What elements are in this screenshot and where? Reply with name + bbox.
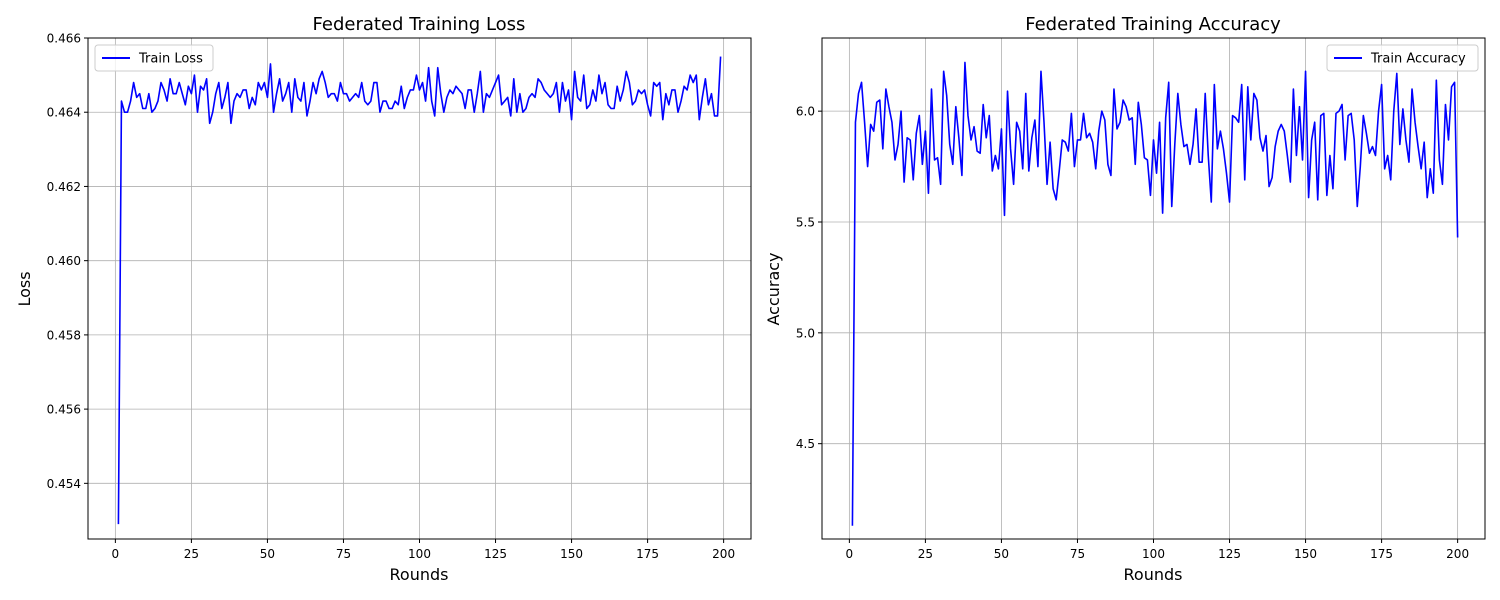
- accuracy-y-tick-label: 4.5: [796, 437, 815, 451]
- loss-x-ticks: 0 25 50 75 100 125 150 175 200: [112, 539, 735, 561]
- loss-series: [117, 56, 722, 525]
- loss-legend: Train Loss: [94, 44, 214, 72]
- loss-x-tick-label: 25: [184, 547, 199, 561]
- loss-y-tick-label: 0.458: [47, 328, 81, 342]
- accuracy-x-tick-label: 150: [1294, 547, 1317, 561]
- loss-x-tick-label: 200: [712, 547, 735, 561]
- accuracy-x-tick-label: 100: [1142, 547, 1165, 561]
- loss-y-tick-label: 0.462: [47, 180, 81, 194]
- accuracy-chart: Federated Training Accuracy 0 25 50 75 100 12…: [764, 14, 1486, 584]
- accuracy-y-tick-label: 6.0: [796, 105, 815, 119]
- accuracy-y-ticks: 4.5 5.0 5.5 6.0: [796, 105, 822, 451]
- accuracy-legend: Train Accuracy: [1326, 44, 1479, 72]
- accuracy-y-tick-label: 5.0: [796, 326, 815, 340]
- loss-legend-box: [94, 44, 214, 72]
- loss-y-ticks: 0.454 0.456 0.458 0.460 0.462 0.464 0.466: [47, 32, 88, 491]
- accuracy-x-tick-label: 200: [1446, 547, 1469, 561]
- loss-y-tick-label: 0.464: [47, 106, 81, 120]
- accuracy-legend-box: [1326, 44, 1479, 72]
- loss-x-tick-label: 75: [336, 547, 351, 561]
- loss-y-tick-label: 0.466: [47, 32, 81, 46]
- loss-legend-label: Train Loss: [138, 52, 203, 67]
- loss-y-tick-label: 0.454: [47, 477, 81, 491]
- accuracy-x-ticks: 0 25 50 75 100 125 150 175 200: [846, 539, 1469, 561]
- accuracy-x-tick-label: 125: [1218, 547, 1241, 561]
- loss-y-axis-label: Loss: [15, 271, 34, 306]
- accuracy-x-axis-label: Rounds: [1124, 565, 1183, 584]
- accuracy-legend-label: Train Accuracy: [1370, 52, 1466, 67]
- accuracy-series-line: [851, 61, 1459, 526]
- loss-chart: Federated Training Loss 0 25 50 75 100 125 150…: [15, 14, 752, 584]
- loss-x-tick-label: 150: [560, 547, 583, 561]
- loss-x-tick-label: 125: [484, 547, 507, 561]
- accuracy-x-tick-label: 25: [918, 547, 933, 561]
- loss-x-axis-label: Rounds: [390, 565, 449, 584]
- loss-series-line: [117, 56, 722, 525]
- accuracy-y-axis-label: Accuracy: [764, 252, 783, 325]
- accuracy-y-tick-label: 5.5: [796, 215, 815, 229]
- accuracy-series: [851, 61, 1459, 526]
- loss-x-tick-label: 0: [112, 547, 120, 561]
- loss-x-tick-label: 100: [408, 547, 431, 561]
- loss-y-tick-label: 0.456: [47, 403, 81, 417]
- accuracy-x-tick-label: 75: [1070, 547, 1085, 561]
- accuracy-x-tick-label: 175: [1370, 547, 1393, 561]
- loss-x-tick-label: 175: [636, 547, 659, 561]
- accuracy-chart-title: Federated Training Accuracy: [1025, 14, 1281, 35]
- loss-y-tick-label: 0.460: [47, 254, 81, 268]
- accuracy-x-tick-label: 0: [846, 547, 854, 561]
- accuracy-x-tick-label: 50: [994, 547, 1009, 561]
- loss-x-tick-label: 50: [260, 547, 275, 561]
- loss-chart-title: Federated Training Loss: [313, 14, 526, 35]
